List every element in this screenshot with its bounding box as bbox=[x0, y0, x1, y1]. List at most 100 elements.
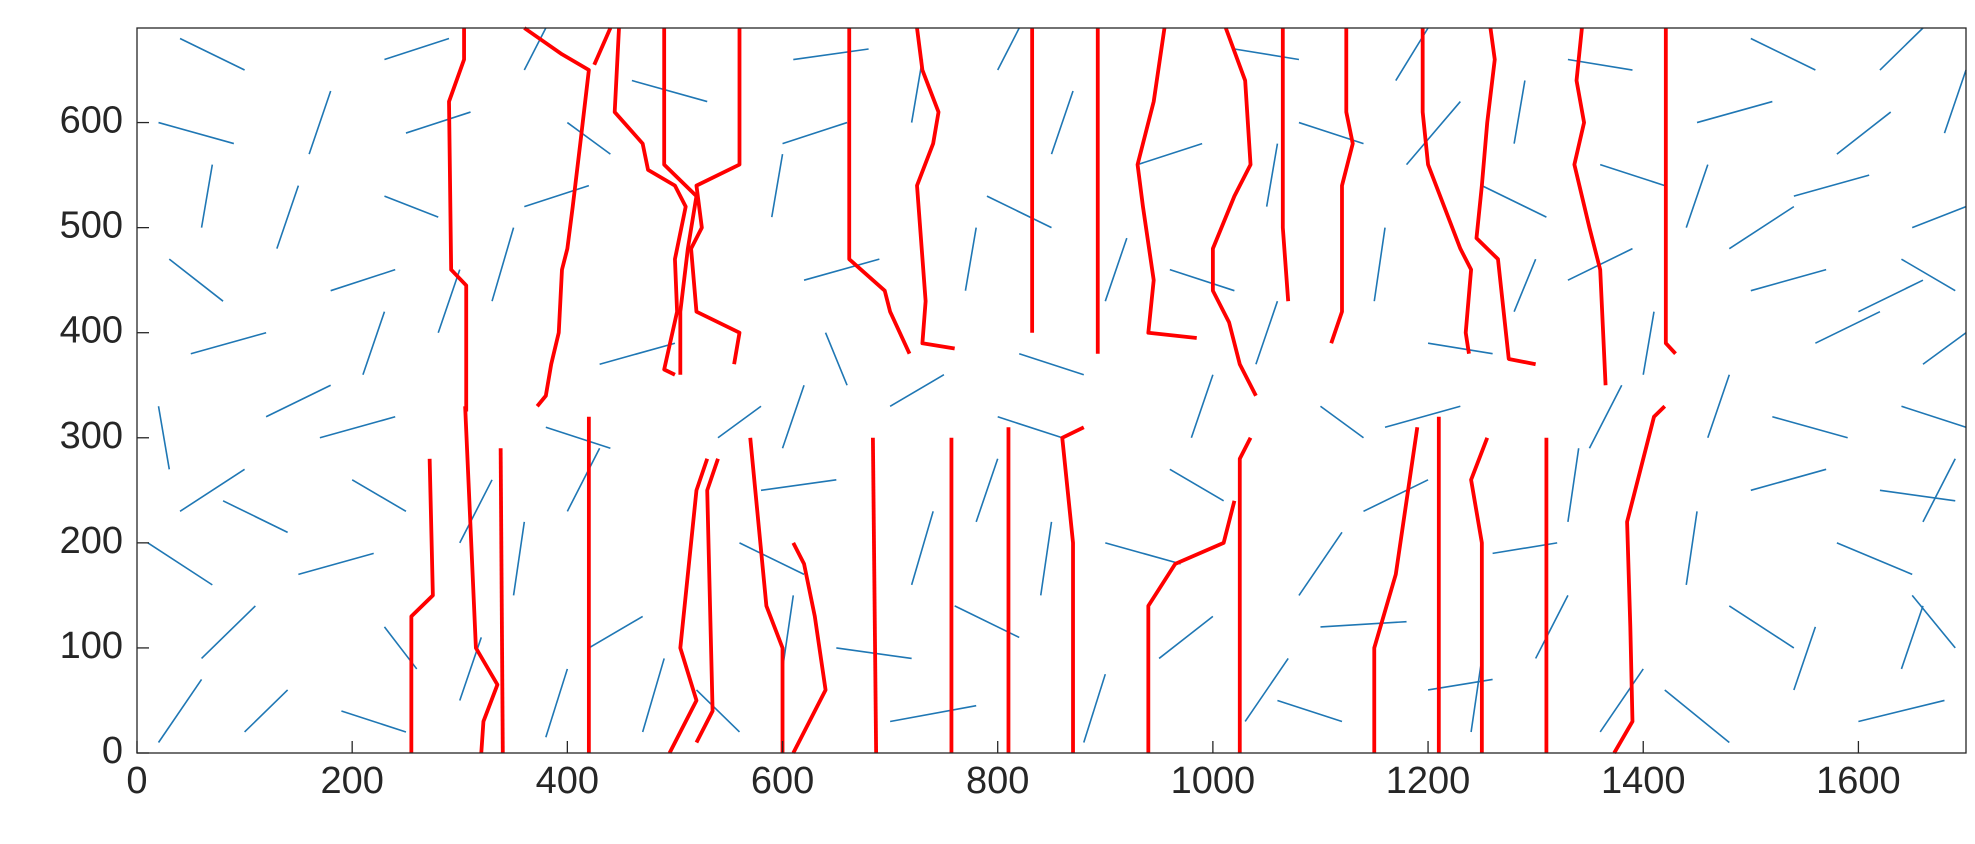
fiber-segment bbox=[1685, 164, 1709, 228]
path-line bbox=[1474, 27, 1537, 367]
path-line bbox=[498, 448, 505, 754]
fiber-segment bbox=[889, 704, 977, 723]
path-line bbox=[1280, 28, 1291, 302]
fiber-segment bbox=[910, 511, 934, 586]
y-tick-label: 200 bbox=[60, 520, 123, 562]
fiber-segment bbox=[1793, 626, 1817, 691]
path-line bbox=[409, 458, 435, 753]
fiber-segment bbox=[1858, 279, 1924, 313]
fiber-segment bbox=[695, 689, 741, 733]
path-line bbox=[748, 437, 785, 753]
fiber-segment bbox=[824, 332, 848, 386]
x-tick-label: 800 bbox=[966, 760, 1029, 802]
fiber-segment bbox=[244, 689, 289, 733]
fiber-segment bbox=[1922, 458, 1956, 523]
x-tick-label: 600 bbox=[751, 760, 814, 802]
fiber-segment bbox=[459, 637, 483, 701]
fiber-segment bbox=[1750, 468, 1827, 492]
path-line bbox=[1060, 425, 1085, 753]
fiber-segment bbox=[157, 678, 203, 743]
y-tick-label: 400 bbox=[60, 310, 123, 352]
path-line bbox=[1469, 437, 1490, 753]
fiber-segment bbox=[179, 37, 245, 71]
fiber-segment bbox=[1018, 352, 1085, 376]
fiber-segment bbox=[1879, 489, 1956, 502]
fiber-segment bbox=[1513, 258, 1537, 312]
fiber-segment bbox=[1255, 300, 1279, 365]
fiber-segment bbox=[566, 121, 611, 155]
fiber-segment bbox=[1190, 374, 1214, 439]
fiber-segment bbox=[588, 615, 644, 649]
fiber-segment bbox=[1911, 205, 1967, 229]
fiber-segment bbox=[1050, 90, 1074, 155]
path-line bbox=[523, 26, 591, 408]
path-line bbox=[662, 28, 699, 375]
axes-box bbox=[136, 27, 1967, 754]
fiber-segment bbox=[781, 384, 805, 449]
fiber-segment bbox=[782, 121, 848, 145]
fiber-segment bbox=[1901, 405, 1967, 429]
fiber-segment bbox=[1427, 342, 1493, 355]
fiber-segment bbox=[1534, 595, 1569, 659]
fiber-segment bbox=[1319, 405, 1364, 439]
fiber-segment bbox=[1943, 69, 1967, 134]
fiber-segment bbox=[1879, 27, 1924, 71]
fiber-segment bbox=[641, 658, 665, 733]
path-line bbox=[1210, 27, 1258, 397]
fiber-segment bbox=[964, 227, 977, 291]
y-tick-label: 300 bbox=[60, 415, 123, 457]
fiber-segment bbox=[1642, 311, 1655, 375]
fiber-segment bbox=[512, 521, 526, 596]
fiber-segment bbox=[975, 458, 999, 523]
fiber-segment bbox=[1158, 615, 1214, 660]
x-tick-label: 400 bbox=[536, 760, 599, 802]
fiber-segment bbox=[1137, 142, 1203, 166]
fiber-segment bbox=[1513, 80, 1526, 144]
y-tick-label: 600 bbox=[60, 100, 123, 142]
fiber-segment bbox=[524, 184, 590, 208]
fiber-segment bbox=[739, 542, 805, 576]
fiber-segment bbox=[1922, 332, 1967, 365]
fiber-segment bbox=[1911, 594, 1956, 649]
path-line bbox=[592, 27, 613, 66]
path-line bbox=[791, 541, 828, 754]
fiber-segment bbox=[1728, 205, 1795, 250]
fiber-segment bbox=[1836, 111, 1892, 155]
fiber-segment bbox=[362, 311, 386, 375]
fiber-segment bbox=[384, 37, 450, 61]
x-tick-label: 1200 bbox=[1386, 760, 1471, 802]
fiber-segment bbox=[1481, 184, 1547, 218]
path-line bbox=[1420, 28, 1473, 355]
fiber-segment bbox=[1772, 415, 1848, 439]
fiber-segment bbox=[803, 258, 880, 281]
path-line bbox=[1237, 436, 1253, 753]
fiber-segment bbox=[265, 384, 332, 418]
fiber-segment bbox=[1750, 268, 1827, 292]
fiber-segment bbox=[158, 121, 235, 145]
fiber-segment bbox=[566, 447, 601, 512]
fiber-segment bbox=[1265, 143, 1279, 207]
fiber-segment bbox=[200, 605, 256, 660]
path-line bbox=[915, 27, 955, 351]
x-tick-label: 200 bbox=[320, 760, 383, 802]
fiber-segment bbox=[1083, 673, 1107, 743]
path-line bbox=[1146, 500, 1237, 753]
fiber-segment bbox=[1750, 37, 1816, 71]
fiber-segment bbox=[276, 185, 300, 249]
fiber-segment bbox=[889, 374, 945, 407]
fiber-segment bbox=[405, 111, 471, 134]
fiber-segment bbox=[717, 405, 762, 439]
path-line bbox=[1663, 28, 1677, 356]
path-line bbox=[871, 437, 879, 754]
fiber-segment bbox=[1599, 163, 1666, 187]
path-line bbox=[1135, 27, 1197, 340]
fiber-segment bbox=[1298, 531, 1343, 596]
fiber-segment bbox=[1277, 699, 1343, 723]
fiber-segment bbox=[1405, 101, 1461, 166]
fiber-segment bbox=[222, 500, 288, 534]
fiber-segment bbox=[986, 195, 1052, 229]
fiber-segment bbox=[157, 406, 171, 470]
fiber-segment bbox=[1373, 227, 1386, 302]
fiber-segment bbox=[1039, 521, 1053, 596]
